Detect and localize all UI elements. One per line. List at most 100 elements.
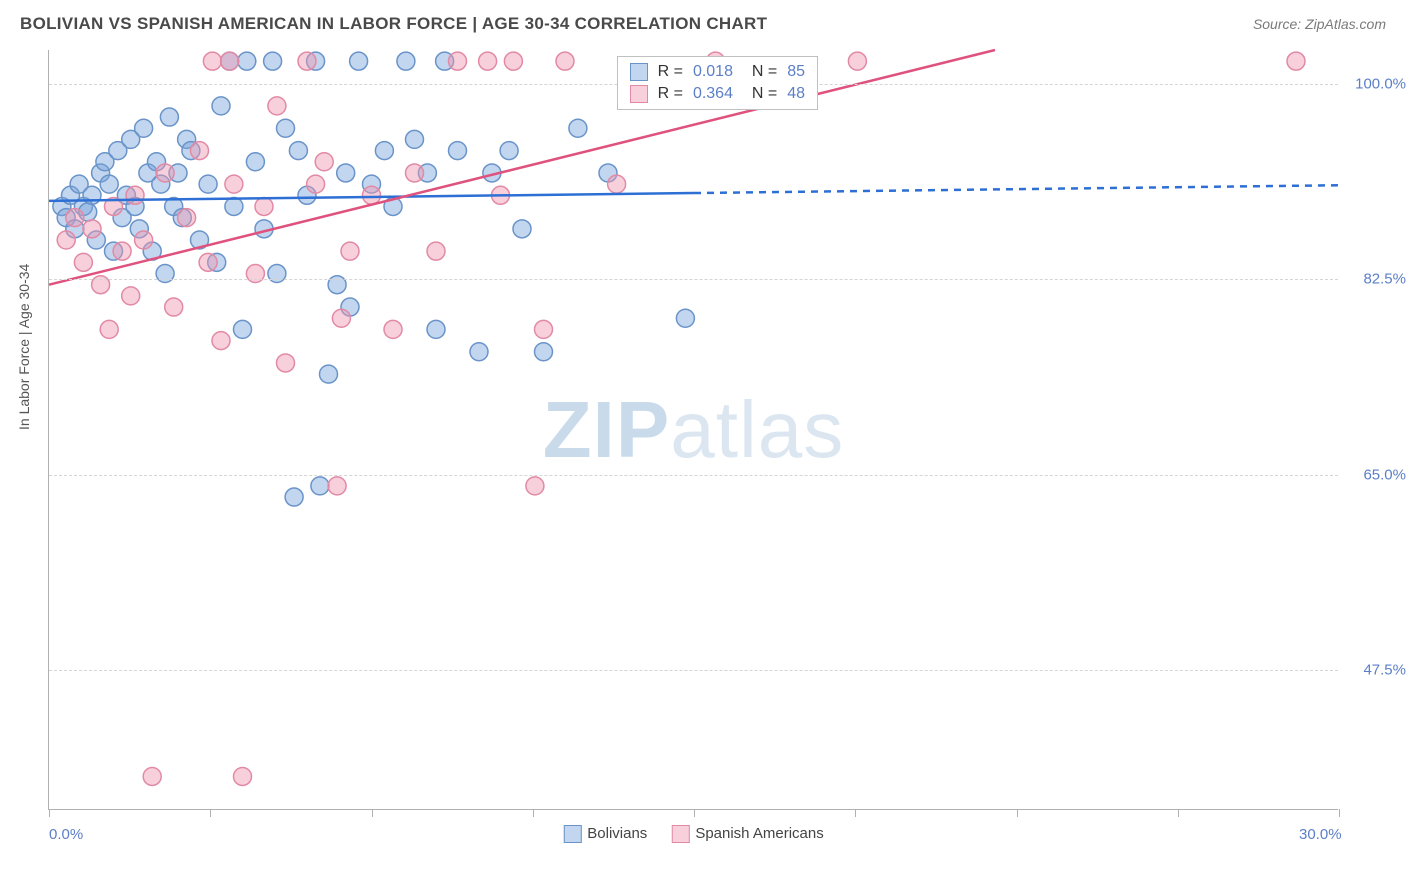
data-point bbox=[427, 320, 445, 338]
data-point bbox=[100, 320, 118, 338]
correlation-legend: R = 0.018 N = 85 R = 0.364 N = 48 bbox=[617, 56, 818, 110]
data-point bbox=[160, 108, 178, 126]
data-point bbox=[74, 253, 92, 271]
r-label: R = bbox=[658, 85, 683, 103]
chart-title: BOLIVIAN VS SPANISH AMERICAN IN LABOR FO… bbox=[20, 14, 767, 34]
data-point bbox=[328, 477, 346, 495]
n-value: 85 bbox=[787, 63, 805, 81]
trend-line bbox=[49, 50, 995, 285]
data-point bbox=[320, 365, 338, 383]
data-point bbox=[311, 477, 329, 495]
data-point bbox=[199, 175, 217, 193]
data-point bbox=[203, 52, 221, 70]
plot-area: ZIPatlas 47.5%65.0%82.5%100.0%0.0%30.0% … bbox=[48, 50, 1338, 810]
data-point bbox=[135, 119, 153, 137]
data-point bbox=[504, 52, 522, 70]
data-point bbox=[449, 52, 467, 70]
y-tick-label: 100.0% bbox=[1355, 75, 1406, 92]
chart-svg bbox=[49, 50, 1339, 810]
data-point bbox=[289, 142, 307, 160]
data-point bbox=[122, 287, 140, 305]
gridline bbox=[49, 475, 1338, 476]
n-value: 48 bbox=[787, 85, 805, 103]
data-point bbox=[225, 197, 243, 215]
data-point bbox=[406, 130, 424, 148]
data-point bbox=[143, 767, 161, 785]
data-point bbox=[156, 164, 174, 182]
data-point bbox=[165, 298, 183, 316]
data-point bbox=[556, 52, 574, 70]
data-point bbox=[66, 209, 84, 227]
data-point bbox=[848, 52, 866, 70]
legend-swatch bbox=[563, 825, 581, 843]
r-label: R = bbox=[658, 63, 683, 81]
data-point bbox=[199, 253, 217, 271]
x-tick bbox=[372, 809, 373, 817]
data-point bbox=[513, 220, 531, 238]
n-label: N = bbox=[743, 63, 777, 81]
data-point bbox=[384, 320, 402, 338]
data-point bbox=[350, 52, 368, 70]
x-tick bbox=[49, 809, 50, 817]
data-point bbox=[100, 175, 118, 193]
data-point bbox=[535, 320, 553, 338]
data-point bbox=[212, 332, 230, 350]
x-tick bbox=[210, 809, 211, 817]
data-point bbox=[500, 142, 518, 160]
data-point bbox=[178, 209, 196, 227]
data-point bbox=[307, 175, 325, 193]
gridline bbox=[49, 670, 1338, 671]
data-point bbox=[57, 231, 75, 249]
data-point bbox=[363, 186, 381, 204]
x-tick-label: 0.0% bbox=[49, 826, 83, 843]
data-point bbox=[246, 153, 264, 171]
x-tick bbox=[1017, 809, 1018, 817]
data-point bbox=[113, 242, 131, 260]
data-point bbox=[212, 97, 230, 115]
data-point bbox=[238, 52, 256, 70]
data-point bbox=[427, 242, 445, 260]
legend-swatch bbox=[630, 63, 648, 81]
data-point bbox=[264, 52, 282, 70]
x-tick bbox=[1178, 809, 1179, 817]
data-point bbox=[126, 186, 144, 204]
data-point bbox=[277, 354, 295, 372]
data-point bbox=[569, 119, 587, 137]
legend-row: R = 0.018 N = 85 bbox=[630, 61, 805, 83]
data-point bbox=[221, 52, 239, 70]
y-tick-label: 47.5% bbox=[1363, 662, 1406, 679]
r-value: 0.364 bbox=[693, 85, 733, 103]
data-point bbox=[225, 175, 243, 193]
data-point bbox=[298, 52, 316, 70]
data-point bbox=[479, 52, 497, 70]
data-point bbox=[234, 767, 252, 785]
data-point bbox=[277, 119, 295, 137]
data-point bbox=[268, 97, 286, 115]
data-point bbox=[234, 320, 252, 338]
data-point bbox=[449, 142, 467, 160]
data-point bbox=[470, 343, 488, 361]
series-legend: BoliviansSpanish Americans bbox=[563, 825, 823, 843]
x-tick-label: 30.0% bbox=[1299, 826, 1342, 843]
legend-label: Spanish Americans bbox=[695, 825, 823, 842]
data-point bbox=[375, 142, 393, 160]
data-point bbox=[676, 309, 694, 327]
y-tick-label: 65.0% bbox=[1363, 466, 1406, 483]
data-point bbox=[255, 197, 273, 215]
data-point bbox=[135, 231, 153, 249]
data-point bbox=[535, 343, 553, 361]
data-point bbox=[83, 220, 101, 238]
y-axis-label: In Labor Force | Age 30-34 bbox=[16, 264, 32, 430]
r-value: 0.018 bbox=[693, 63, 733, 81]
data-point bbox=[1287, 52, 1305, 70]
x-tick bbox=[855, 809, 856, 817]
y-tick-label: 82.5% bbox=[1363, 271, 1406, 288]
legend-swatch bbox=[630, 85, 648, 103]
x-tick bbox=[533, 809, 534, 817]
data-point bbox=[341, 242, 359, 260]
data-point bbox=[526, 477, 544, 495]
legend-swatch bbox=[671, 825, 689, 843]
data-point bbox=[608, 175, 626, 193]
data-point bbox=[285, 488, 303, 506]
title-bar: BOLIVIAN VS SPANISH AMERICAN IN LABOR FO… bbox=[0, 0, 1406, 44]
